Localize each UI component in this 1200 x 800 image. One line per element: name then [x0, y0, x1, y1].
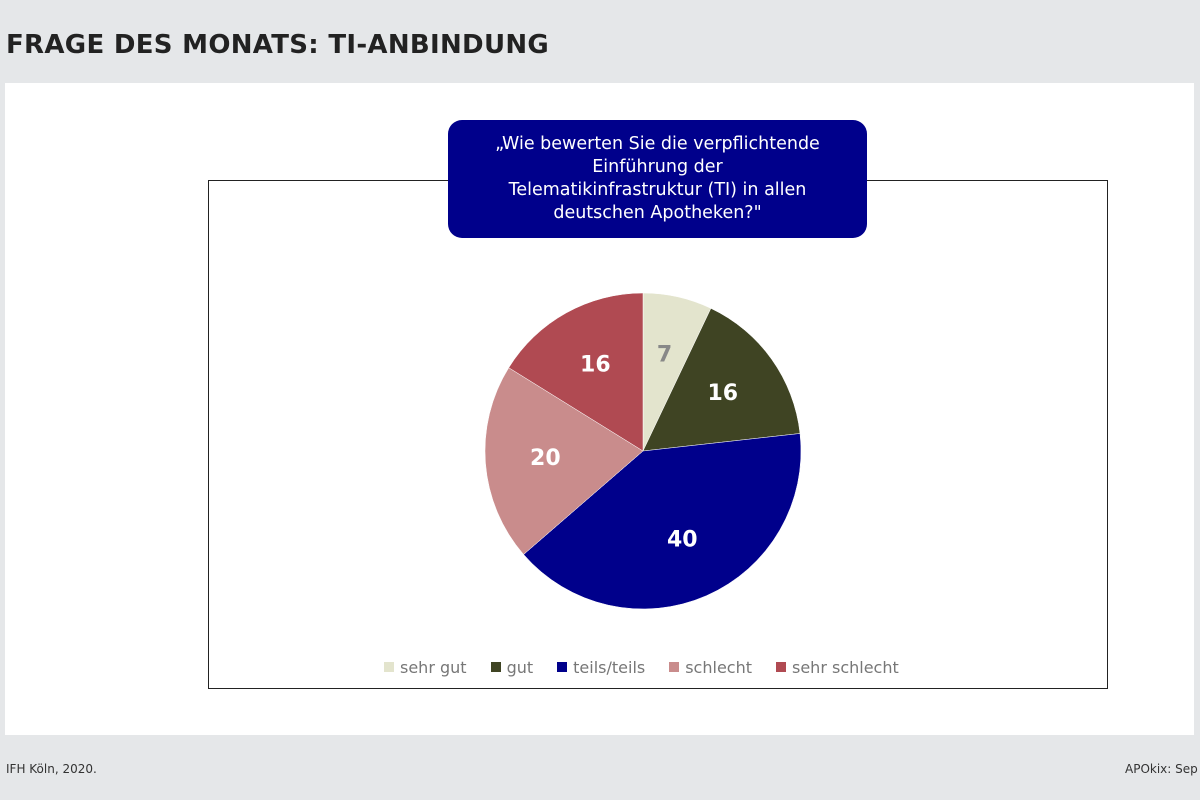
question-line: Einführung der — [592, 157, 723, 177]
legend-item: sehr schlecht — [776, 658, 899, 677]
question-box: „Wie bewerten Sie die verpflichtende Ein… — [448, 120, 867, 238]
legend-label: sehr schlecht — [792, 657, 899, 677]
legend: sehr gut gut teils/teils schlecht sehr s… — [384, 656, 923, 678]
legend-swatch — [776, 662, 786, 672]
legend-swatch — [384, 662, 394, 672]
footer-source: IFH Köln, 2020. — [6, 762, 97, 776]
data-label: 40 — [667, 528, 698, 553]
legend-swatch — [669, 662, 680, 672]
data-label: 16 — [707, 381, 738, 406]
data-label: 16 — [580, 352, 611, 377]
pie-slice-sehr-schlecht — [508, 292, 644, 452]
question-line: „Wie bewerten Sie die verpflichtende — [495, 134, 820, 154]
legend-label: schlecht — [685, 657, 752, 677]
legend-swatch — [557, 662, 568, 672]
data-label: 7 — [657, 342, 672, 367]
legend-swatch — [490, 662, 501, 672]
legend-item: sehr gut — [384, 658, 467, 677]
footer-right-text: APOkix: Sep — [1125, 762, 1198, 776]
pie-slice-schlecht — [484, 367, 644, 555]
legend-item: schlecht — [669, 658, 752, 677]
question-line: deutschen Apotheken?" — [553, 203, 762, 223]
legend-item: teils/teils — [557, 658, 645, 677]
legend-label: gut — [506, 657, 534, 677]
legend-label: teils/teils — [573, 657, 646, 677]
question-line: Telematikinfrastruktur (TI) in allen — [508, 180, 807, 200]
pie-slice-teils-teils — [523, 433, 802, 610]
legend-label: sehr gut — [400, 657, 467, 677]
pie-slice-gut — [642, 308, 801, 452]
legend-item: gut — [490, 657, 534, 677]
page-title: FRAGE DES MONATS: TI-ANBINDUNG — [6, 30, 550, 60]
data-label: 20 — [530, 446, 561, 471]
